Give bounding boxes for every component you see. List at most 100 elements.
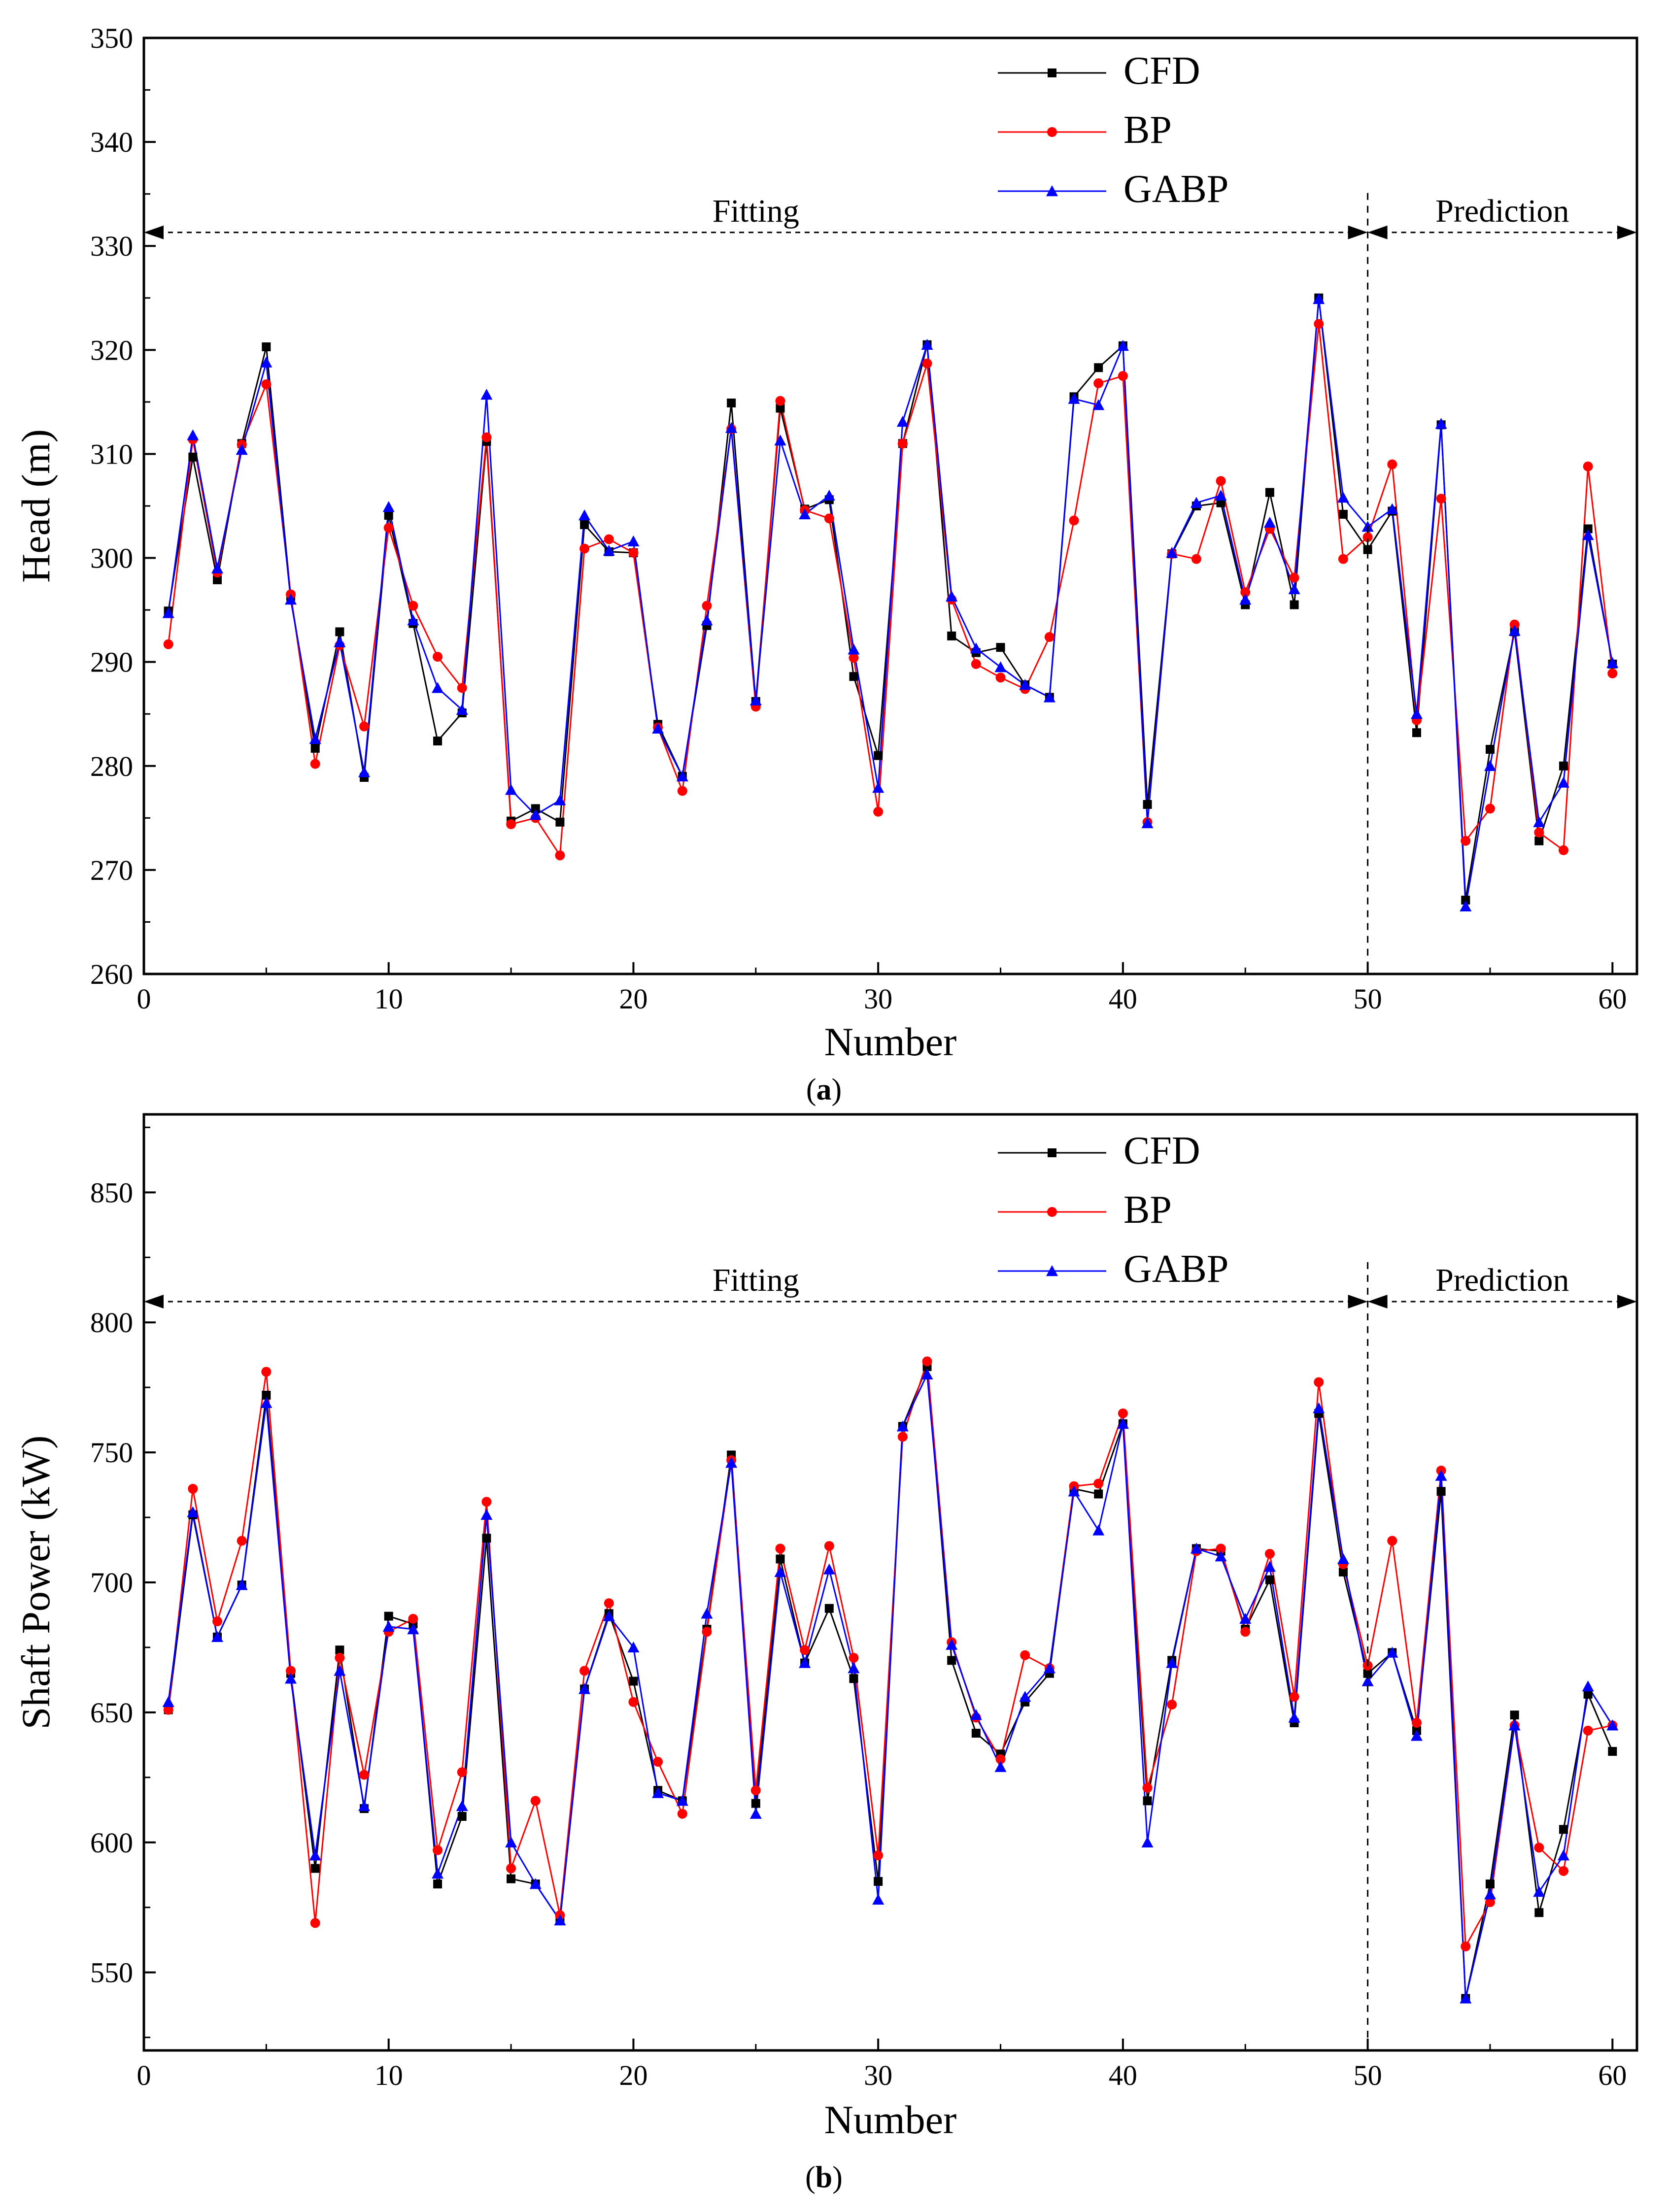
caption-open-paren: (: [806, 1073, 816, 1106]
legend-swatch-marker-gabp: [1046, 1265, 1058, 1276]
head-data-point-cfd: [1534, 836, 1544, 845]
shaft-power-data-point-cfd: [1436, 1487, 1446, 1496]
shaft-power-x-tick-label: 10: [374, 2059, 403, 2091]
head-data-point-bp: [1461, 836, 1471, 846]
head-data-point-cfd: [531, 804, 540, 813]
shaft-power-x-tick-label: 40: [1109, 2059, 1137, 2091]
shaft-power-y-tick-label: 650: [90, 1697, 133, 1729]
head-data-point-gabp: [1606, 657, 1619, 668]
shaft-power-data-point-gabp: [456, 1800, 468, 1811]
head-chart-panel: 0 10 20 30 40 50 60 260 270 280 290 300 310 320 330 340…: [13, 22, 1638, 1106]
head-data-point-gabp: [1533, 816, 1545, 827]
shaft-power-data-point-cfd: [457, 1812, 467, 1821]
shaft-power-data-point-bp: [824, 1541, 834, 1551]
legend-entry-cfd: CFD: [998, 49, 1200, 93]
legend-swatch-marker-bp: [1047, 127, 1057, 137]
head-data-point-gabp: [1263, 516, 1276, 528]
shaft-power-data-point-bp: [604, 1598, 614, 1609]
shaft-power-data-point-bp: [1264, 1548, 1275, 1559]
head-data-point-bp: [922, 358, 932, 369]
shaft-power-data-point-gabp: [1068, 1485, 1080, 1497]
shaft-power-data-point-gabp: [1606, 1719, 1619, 1731]
shaft-power-x-tick-label: 50: [1354, 2059, 1382, 2091]
shaft-power-x-tick-label: 60: [1598, 2059, 1627, 2091]
shaft-power-data-point-gabp: [1166, 1657, 1178, 1668]
head-data-point-gabp: [529, 809, 542, 820]
head-data-point-bp: [261, 379, 272, 389]
head-data-point-bp: [628, 548, 639, 558]
shaft-power-data-point-gabp: [774, 1566, 786, 1577]
head-data-point-cfd: [1216, 498, 1225, 507]
shaft-power-data-point-cfd: [1338, 1567, 1348, 1576]
shaft-power-data-point-bp: [1167, 1700, 1177, 1710]
shaft-power-y-tick-label: 800: [90, 1307, 133, 1339]
head-data-point-bp: [604, 534, 614, 544]
shaft-power-data-point-gabp: [994, 1761, 1007, 1772]
shaft-power-data-point-cfd: [1534, 1908, 1544, 1917]
shaft-power-data-point-gabp: [1239, 1612, 1252, 1624]
head-data-point-cfd: [433, 737, 442, 746]
head-data-point-bp: [359, 721, 370, 732]
shaft-power-data-point-cfd: [433, 1879, 442, 1889]
head-data-point-gabp: [799, 508, 811, 520]
head-data-point-gabp: [1068, 393, 1080, 404]
head-data-point-bp: [1387, 459, 1397, 469]
shaft-power-series-line-cfd: [168, 1366, 1613, 1999]
shaft-power-data-point-bp: [457, 1767, 467, 1777]
head-chart-region-annotations: Fitting Prediction: [144, 193, 1637, 239]
shaft-power-data-point-gabp: [603, 1610, 615, 1621]
shaft-power-data-point-gabp: [946, 1639, 958, 1650]
head-y-tick-label: 350: [90, 22, 133, 54]
head-data-point-bp: [506, 819, 516, 829]
shaft-power-series-markers-cfd: [164, 1362, 1617, 2003]
legend-entry-gabp: GABP: [998, 1247, 1228, 1291]
shaft-power-data-point-bp: [359, 1770, 370, 1780]
head-data-point-gabp: [236, 444, 248, 455]
shaft-power-region-label-prediction: Prediction: [1435, 1262, 1569, 1298]
shaft-power-data-point-cfd: [971, 1729, 981, 1738]
legend-label-cfd: CFD: [1123, 49, 1200, 93]
legend-swatch-marker-cfd: [1048, 68, 1056, 77]
head-data-point-gabp: [1582, 529, 1594, 540]
head-data-point-gabp: [1460, 900, 1472, 911]
shaft-power-data-point-gabp: [725, 1457, 738, 1468]
caption-close-paren: ): [832, 1073, 842, 1106]
shaft-power-data-point-cfd: [310, 1864, 320, 1873]
shaft-power-data-point-cfd: [335, 1645, 344, 1655]
head-data-point-bp: [481, 432, 492, 442]
shaft-power-data-point-bp: [310, 1918, 320, 1928]
head-data-point-cfd: [1461, 896, 1470, 905]
shaft-power-data-point-gabp: [823, 1563, 835, 1575]
head-data-point-gabp: [554, 794, 566, 805]
shaft-power-data-point-gabp: [896, 1420, 909, 1432]
head-data-point-gabp: [946, 590, 958, 602]
shaft-power-data-point-cfd: [1485, 1879, 1495, 1889]
legend-label-cfd: CFD: [1123, 1129, 1200, 1173]
shaft-power-data-point-bp: [1387, 1536, 1397, 1546]
shaft-power-data-point-cfd: [482, 1534, 491, 1543]
shaft-power-data-point-gabp: [334, 1665, 346, 1676]
shaft-power-data-point-gabp: [1019, 1691, 1031, 1702]
head-data-point-cfd: [1412, 728, 1421, 737]
shaft-power-data-point-bp: [995, 1754, 1006, 1764]
shaft-power-data-point-bp: [1583, 1725, 1593, 1736]
head-region-arrowhead-right: [1348, 225, 1368, 239]
head-x-tick-label: 50: [1354, 983, 1382, 1015]
shaft-power-data-point-cfd: [947, 1656, 956, 1665]
shaft-power-data-point-bp: [628, 1697, 639, 1707]
shaft-power-data-point-gabp: [1043, 1662, 1055, 1674]
shaft-power-data-point-gabp: [285, 1673, 297, 1684]
head-data-point-gabp: [1019, 679, 1031, 690]
shaft-power-data-point-gabp: [676, 1795, 688, 1806]
head-data-point-gabp: [774, 435, 786, 446]
head-data-point-gabp: [1043, 691, 1055, 703]
shaft-power-data-point-cfd: [849, 1674, 858, 1683]
head-data-point-bp: [1362, 532, 1373, 542]
shaft-power-data-point-gabp: [701, 1608, 713, 1619]
head-data-point-bp: [433, 652, 443, 662]
head-data-point-gabp: [1117, 339, 1129, 351]
head-data-point-gabp: [1190, 497, 1202, 508]
shaft-power-data-point-bp: [1534, 1843, 1544, 1853]
shaft-power-y-tick-label: 700: [90, 1567, 133, 1599]
legend-label-bp: BP: [1123, 1188, 1172, 1232]
